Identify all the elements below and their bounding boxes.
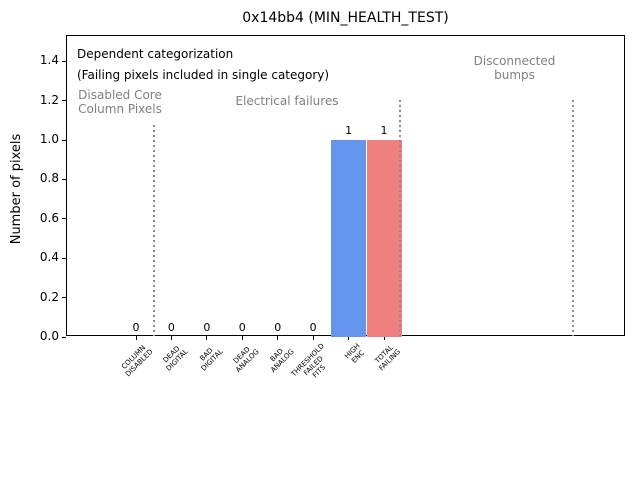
x-tick-mark xyxy=(135,335,137,340)
region-separator xyxy=(399,100,401,336)
x-tick-mark xyxy=(383,335,385,340)
bar-value-label: 0 xyxy=(238,321,246,334)
region-separator xyxy=(572,100,574,336)
x-tick-mark xyxy=(206,335,208,340)
x-tick-label: TOTAL FAILING xyxy=(373,343,403,373)
bar-value-label: 0 xyxy=(167,321,175,334)
bar xyxy=(331,140,367,337)
x-tick-mark xyxy=(277,335,279,340)
x-tick-label: THRESHOLD FAILED FITS xyxy=(289,342,328,380)
plot-area: 0.0 0.2 0.4 0.6 0.8 1.0 1.2 1.4 COLUMN DISABLED 0… xyxy=(40,35,625,380)
y-tick-mark xyxy=(62,100,66,102)
x-tick-label: BAD DIGITAL xyxy=(198,346,226,373)
bar-value-label: 0 xyxy=(203,321,211,334)
y-tick-label: 1.2 xyxy=(39,92,59,107)
y-tick-label: 0.2 xyxy=(39,289,59,304)
y-tick-mark xyxy=(62,178,66,180)
bar-value-label: 0 xyxy=(132,321,140,334)
bar-value-label: 1 xyxy=(345,124,353,137)
y-tick-label: 0.8 xyxy=(39,171,59,186)
y-tick-mark xyxy=(62,218,66,220)
x-tick-mark xyxy=(312,335,314,340)
x-tick-label: DEAD ANALOG xyxy=(231,345,261,375)
y-tick-label: 0.6 xyxy=(39,210,59,225)
x-tick-mark xyxy=(241,335,243,340)
bar-value-label: 1 xyxy=(380,124,388,137)
region-label-disconnected: Disconnected bumps xyxy=(473,54,556,82)
x-tick-mark xyxy=(348,335,350,340)
region-label-electrical: Electrical failures xyxy=(235,94,339,108)
annotation-subheading: (Failing pixels included in single categ… xyxy=(77,68,330,82)
bar xyxy=(366,140,402,337)
y-tick-mark xyxy=(62,139,66,141)
region-label-disabled-core: Disabled Core Column Pixels xyxy=(78,88,162,116)
y-tick-mark xyxy=(62,297,66,299)
y-tick-label: 1.4 xyxy=(39,53,59,68)
y-tick-mark xyxy=(62,257,66,259)
bar-value-label: 0 xyxy=(274,321,282,334)
y-tick-mark xyxy=(62,336,66,338)
y-tick-label: 0.0 xyxy=(39,329,59,343)
region-separator xyxy=(152,125,155,336)
x-tick-mark xyxy=(170,335,172,340)
y-tick-label: 0.4 xyxy=(39,250,59,265)
y-tick-label: 1.0 xyxy=(39,132,59,146)
chart-title: 0x14bb4 (MIN_HEALTH_TEST) xyxy=(242,10,449,26)
x-tick-label: HIGH ENC xyxy=(342,342,366,365)
y-tick-mark xyxy=(62,60,66,62)
x-tick-label: COLUMN DISABLED xyxy=(119,343,155,379)
x-tick-label: DEAD DIGITAL xyxy=(161,344,190,373)
annotation-heading: Dependent categorization xyxy=(77,47,234,61)
bar-value-label: 0 xyxy=(309,321,317,334)
